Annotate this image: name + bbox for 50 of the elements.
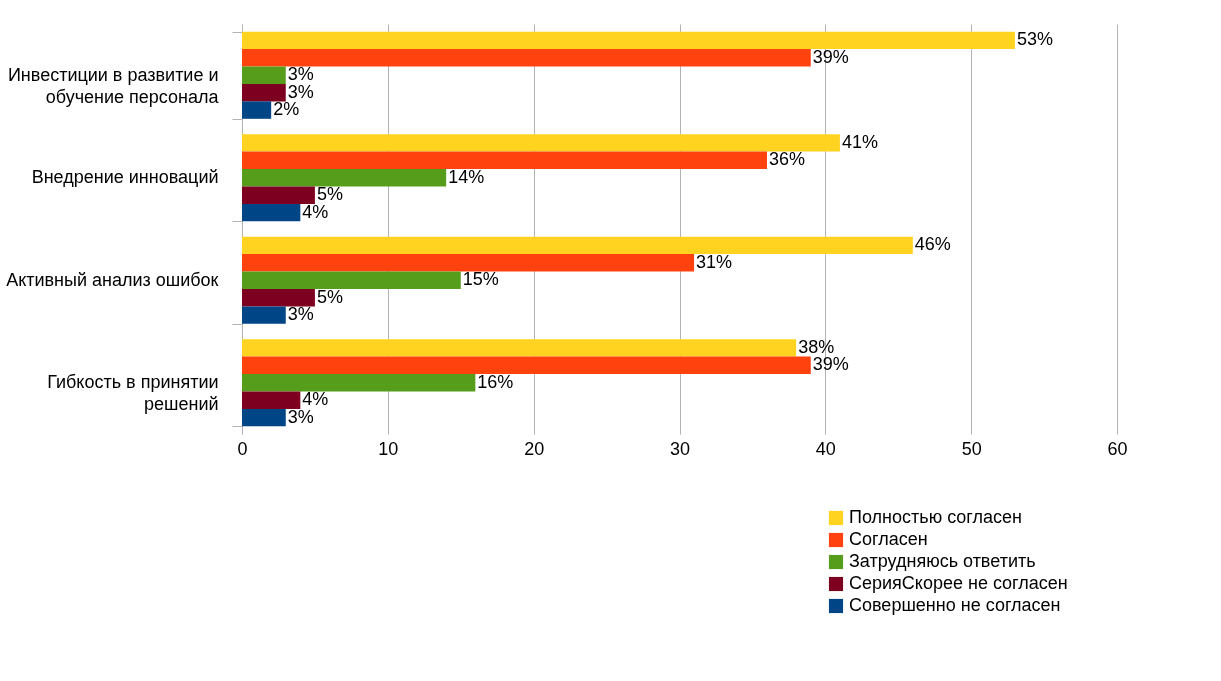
x-tick-label: 60 [1107, 438, 1128, 459]
data-label: 39% [812, 46, 849, 67]
bar [242, 49, 811, 67]
legend-label: СерияСкорее не согласен [849, 573, 1068, 593]
x-tick-label: 40 [815, 438, 836, 459]
bar [242, 83, 286, 102]
bar [242, 203, 301, 222]
bar [242, 134, 840, 152]
bar [242, 288, 315, 307]
data-label: 2% [273, 99, 300, 120]
data-label: 14% [448, 166, 485, 187]
legend-label: Согласен [849, 529, 928, 549]
bar [242, 271, 461, 289]
bar [242, 254, 695, 272]
bar [242, 374, 476, 392]
bar [242, 391, 301, 409]
data-label: 46% [914, 234, 951, 255]
legend-label: Совершенно не согласен [849, 595, 1061, 615]
data-label: 3% [287, 304, 314, 325]
x-tick-label: 50 [961, 438, 982, 459]
x-tick-label: 0 [237, 438, 248, 459]
y-tick-label: Активный анализ ошибок [6, 269, 219, 290]
bar [242, 169, 447, 187]
legend-label: Затрудняюсь ответить [849, 551, 1036, 571]
data-label: 36% [769, 149, 806, 170]
data-label: 41% [841, 131, 878, 152]
y-tick-label: Внедрение инноваций [31, 167, 219, 188]
bar [242, 186, 315, 204]
x-tick-label: 30 [669, 438, 691, 459]
data-label: 15% [462, 269, 499, 290]
y-tick-label: Инвестиции в развитие и обучение персонала [7, 64, 220, 107]
bar [242, 306, 286, 324]
data-label: 31% [696, 251, 733, 272]
x-tick-label: 10 [378, 438, 399, 459]
bar [242, 101, 272, 119]
bar [242, 408, 286, 427]
bar [242, 31, 1015, 50]
bar [242, 339, 797, 357]
bar [242, 236, 913, 255]
x-tick-label: 20 [524, 438, 545, 459]
bar [242, 66, 286, 84]
data-label: 16% [477, 371, 514, 392]
data-label: 38% [798, 336, 835, 357]
data-label: 39% [812, 354, 849, 375]
data-label: 53% [1016, 29, 1053, 50]
bar [242, 151, 767, 170]
data-label: 5% [316, 286, 343, 307]
bar [242, 356, 811, 375]
legend-label: Полностью согласен [849, 507, 1022, 527]
y-tick-label: Гибкость в принятии решений [47, 372, 219, 415]
